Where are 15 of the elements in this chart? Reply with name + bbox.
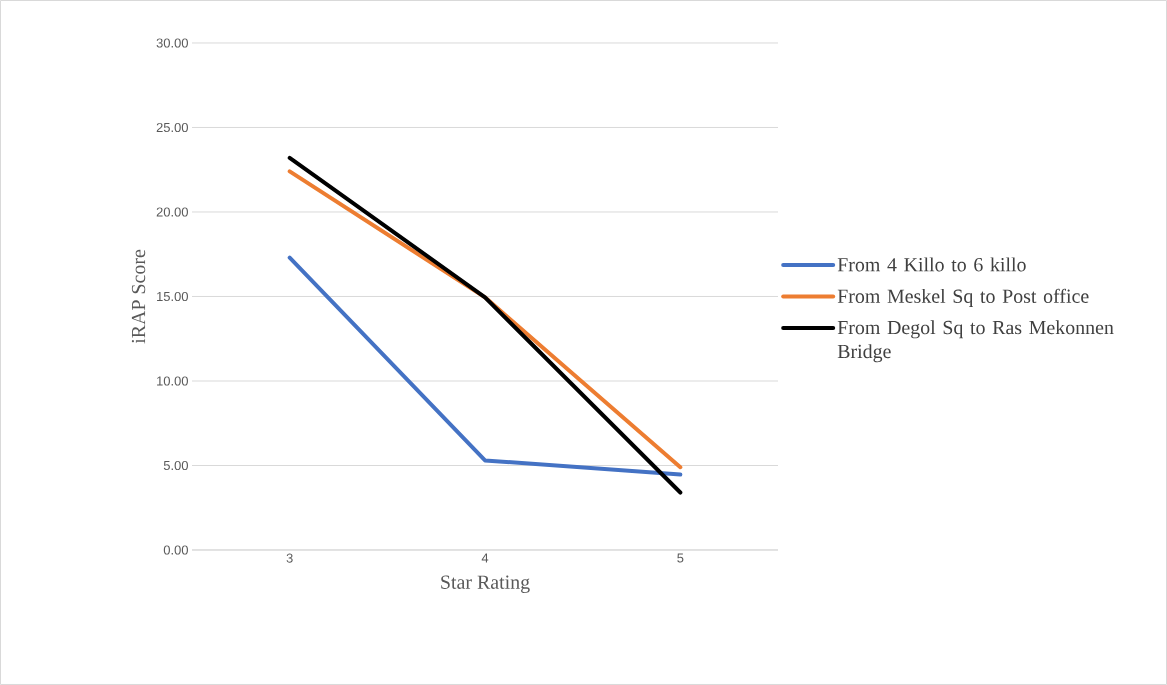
y-tick-label: 30.00 [156, 38, 188, 48]
y-tick-label: 10.00 [157, 376, 188, 386]
legend-label: From 4 Killo to 6 killo [837, 257, 1026, 272]
x-axis-title: Star Rating [441, 575, 530, 593]
y-tick-label: 5.00 [163, 460, 188, 471]
y-tick-label: 20.00 [156, 207, 188, 217]
y-tick-label: 25.00 [156, 122, 188, 133]
y-axis-title: iRAP Score [131, 249, 146, 344]
y-tick-label: 15.00 [157, 291, 188, 302]
legend-label: From Degol Sq to Ras Mekonnen Bridge [837, 320, 1114, 363]
x-tick-label: 3 [286, 553, 293, 563]
x-tick-label: 5 [677, 553, 684, 563]
x-tick-label: 4 [481, 553, 489, 563]
y-tick-label: 0.00 [163, 545, 188, 555]
legend-label: From Meskel Sq to Post office [837, 288, 1089, 307]
